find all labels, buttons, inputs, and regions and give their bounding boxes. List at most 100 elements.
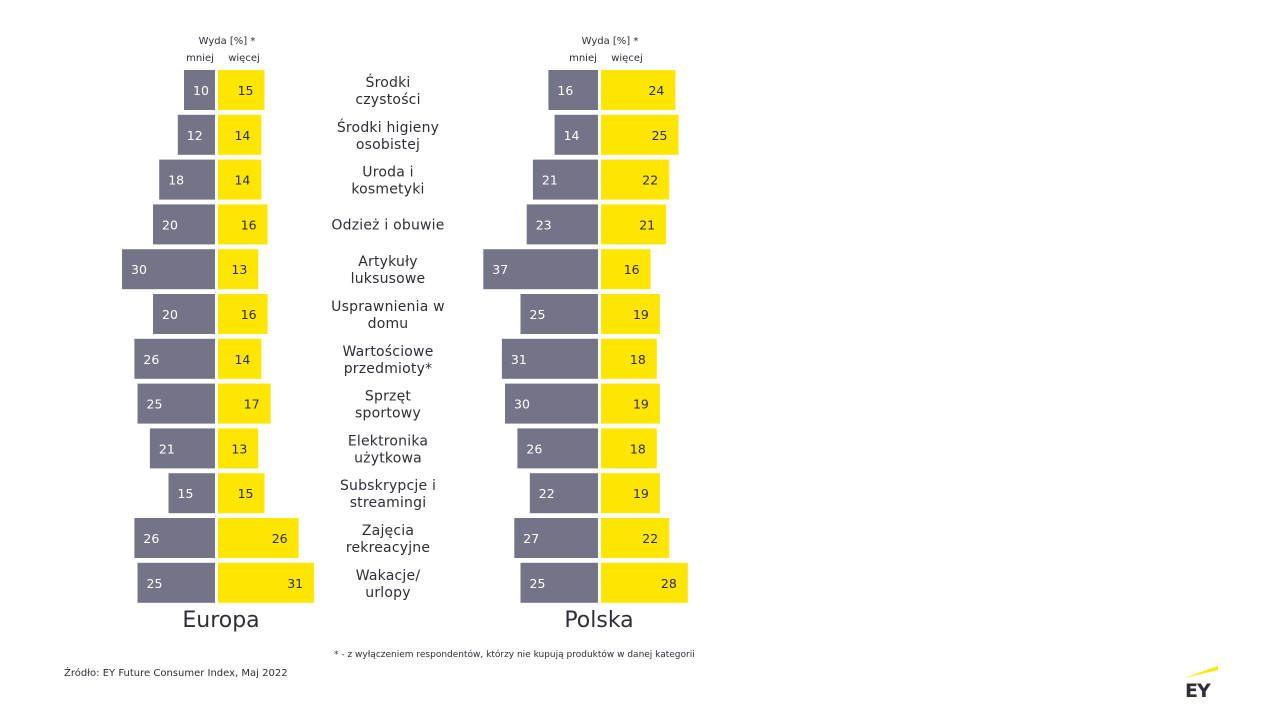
category-label: rekreacyjne <box>346 540 430 556</box>
bar-less <box>184 70 215 110</box>
value-label-less: 20 <box>162 307 178 322</box>
category-label: streamingi <box>350 495 427 511</box>
value-label-more: 18 <box>630 352 646 367</box>
bar-less <box>526 204 598 245</box>
bar-less <box>122 249 215 290</box>
bar-more <box>218 294 268 334</box>
value-label-more: 19 <box>633 397 649 412</box>
footnote: * - z wyłączeniem respondentów, którzy n… <box>334 650 695 660</box>
value-label-less: 26 <box>143 352 159 367</box>
bar-more <box>218 562 315 603</box>
bar-more <box>218 114 262 155</box>
bar-less <box>153 204 215 245</box>
bar-less <box>153 294 215 334</box>
source-note: Źródło: EY Future Consumer Index, Maj 20… <box>64 668 288 679</box>
value-label-less: 14 <box>564 128 580 143</box>
value-label-less: 37 <box>492 262 508 277</box>
value-label-less: 27 <box>523 531 539 546</box>
bar-less <box>517 428 598 469</box>
legend-more: więcej <box>228 53 260 64</box>
bar-more <box>218 473 265 514</box>
panel-title: Europa <box>182 608 259 633</box>
value-label-less: 25 <box>147 397 163 412</box>
legend-less: mniej <box>569 53 597 64</box>
spend-header: Wyda [%] * <box>582 36 639 47</box>
category-label: przedmioty* <box>344 361 433 377</box>
category-label: Wartościowe <box>342 344 433 360</box>
value-label-less: 25 <box>147 576 163 591</box>
panel-title: Polska <box>564 608 633 633</box>
value-label-more: 16 <box>241 217 257 232</box>
category-label: Artykuły <box>358 254 418 270</box>
bar-less <box>168 473 215 514</box>
spend-header: Wyda [%] * <box>199 36 256 47</box>
value-label-more: 19 <box>633 307 649 322</box>
bar-less <box>514 518 598 558</box>
category-label: Wakacje/ <box>356 568 421 584</box>
value-label-less: 25 <box>530 576 546 591</box>
bar-more <box>601 204 667 245</box>
value-label-more: 25 <box>652 128 668 143</box>
bar-more <box>601 473 660 514</box>
ey-beam-icon <box>1184 666 1218 678</box>
bar-more <box>601 159 670 200</box>
value-label-less: 15 <box>178 486 194 501</box>
value-label-less: 30 <box>131 262 147 277</box>
value-label-more: 31 <box>287 576 303 591</box>
bar-more <box>601 114 679 155</box>
value-label-more: 17 <box>244 397 260 412</box>
bar-less <box>137 562 215 603</box>
category-label: kosmetyki <box>351 182 424 198</box>
legend-more: więcej <box>611 53 643 64</box>
bar-less <box>149 428 215 469</box>
bar-more <box>218 159 262 200</box>
value-label-more: 16 <box>624 262 640 277</box>
category-label: Sprzęt <box>365 389 411 405</box>
value-label-more: 22 <box>642 173 658 188</box>
category-label: Zajęcia <box>362 523 414 539</box>
value-label-less: 10 <box>193 83 209 98</box>
category-label: domu <box>368 316 409 332</box>
category-label: Uroda i <box>362 165 413 181</box>
value-label-more: 15 <box>238 83 254 98</box>
bar-more <box>601 562 688 603</box>
value-label-more: 14 <box>234 128 250 143</box>
bar-less <box>554 114 598 155</box>
value-label-more: 22 <box>642 531 658 546</box>
category-label: użytkowa <box>354 450 422 466</box>
value-label-more: 15 <box>238 486 254 501</box>
bar-less <box>532 159 598 200</box>
value-label-more: 18 <box>630 441 646 456</box>
category-label: Usprawnienia w <box>331 299 445 315</box>
value-label-less: 20 <box>162 217 178 232</box>
bar-less <box>137 383 215 424</box>
bar-more <box>601 70 676 110</box>
legend-less: mniej <box>186 53 214 64</box>
value-label-more: 14 <box>234 352 250 367</box>
value-label-less: 31 <box>511 352 527 367</box>
bar-less <box>134 518 215 558</box>
value-label-more: 21 <box>639 217 655 232</box>
category-label: luksusowe <box>351 271 426 287</box>
value-label-less: 30 <box>514 397 530 412</box>
value-label-less: 25 <box>530 307 546 322</box>
bar-more <box>601 338 657 379</box>
bar-more <box>218 204 268 245</box>
value-label-less: 18 <box>168 173 184 188</box>
category-label: czystości <box>355 92 420 108</box>
category-label: Środki higieny <box>337 118 439 136</box>
value-label-less: 21 <box>159 441 175 456</box>
value-label-less: 16 <box>557 83 573 98</box>
value-label-less: 26 <box>143 531 159 546</box>
category-label: Odzież i obuwie <box>331 217 444 233</box>
bar-more <box>218 383 271 424</box>
category-label: sportowy <box>355 406 421 422</box>
bar-more <box>218 518 299 558</box>
category-label: Środki <box>366 73 411 91</box>
value-label-less: 21 <box>542 173 558 188</box>
category-label: Elektronika <box>348 433 428 449</box>
bar-less <box>529 473 598 514</box>
value-label-less: 26 <box>526 441 542 456</box>
value-label-more: 24 <box>648 83 664 98</box>
bar-more <box>218 70 265 110</box>
